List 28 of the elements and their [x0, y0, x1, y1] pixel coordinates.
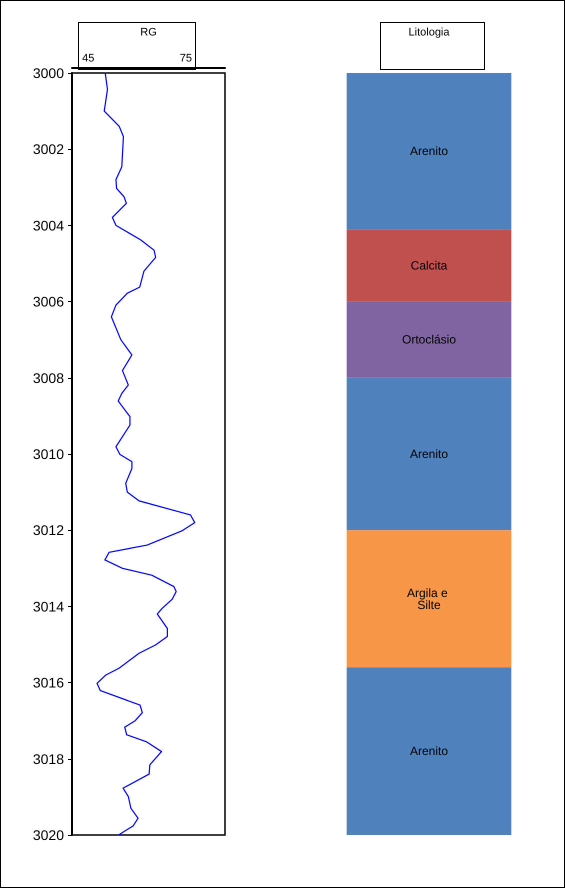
- bar: [346, 229, 512, 302]
- x-axis-title: RG: [140, 26, 157, 38]
- y-tick-label: 3020: [32, 827, 64, 843]
- line-series: [96, 72, 196, 836]
- y-tick-label: 3004: [32, 217, 64, 234]
- series-label: Ortoclásio: [402, 332, 456, 347]
- y-tick-label: 3014: [32, 598, 64, 614]
- bar: [346, 530, 512, 668]
- bar: [346, 378, 512, 530]
- bar: [346, 667, 512, 835]
- series-label: Argila e Silte: [406, 586, 452, 612]
- series-label: Arenito: [410, 744, 448, 758]
- y-tick-label: 3002: [32, 141, 64, 158]
- bar: [346, 302, 512, 378]
- y-tick-label: 3012: [32, 522, 64, 538]
- y-tick-label: 3018: [32, 750, 64, 767]
- y-tick-label: 3000: [32, 65, 64, 81]
- series-label: Arenito: [410, 447, 448, 461]
- y-tick-label: 3016: [32, 674, 64, 691]
- x-tick-label: 75: [180, 52, 192, 64]
- series-label: Calcita: [410, 258, 448, 272]
- x-tick-label: 45: [82, 52, 94, 64]
- x-axis-title: Litologia: [408, 26, 450, 38]
- y-tick-label: 3008: [32, 370, 64, 386]
- y-tick-label: 3006: [32, 294, 64, 310]
- y-tick-label: 3010: [32, 446, 64, 462]
- bar: [346, 73, 512, 230]
- series-label: Arenito: [410, 144, 448, 158]
